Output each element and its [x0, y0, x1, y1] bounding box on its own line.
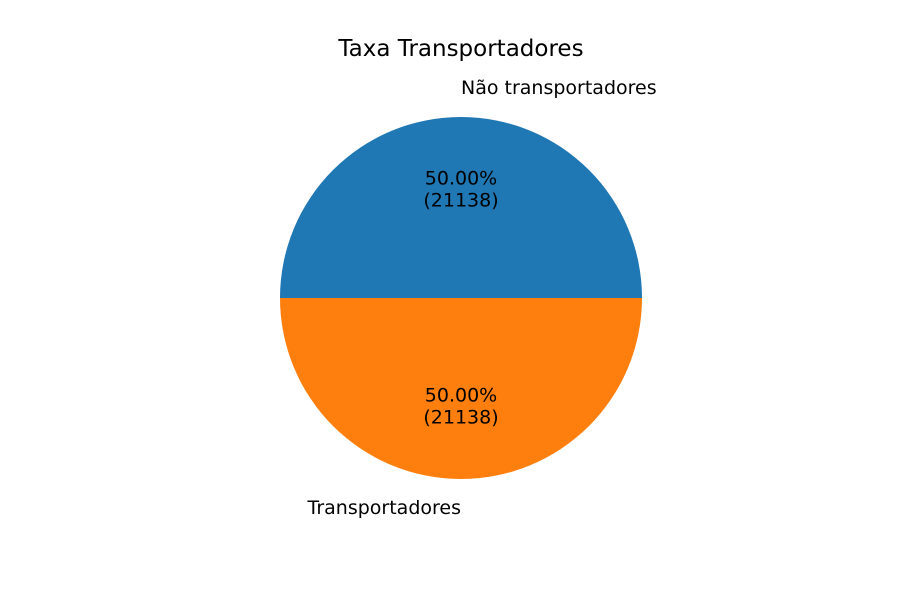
- slice-percent-2: 50.00%: [425, 385, 497, 407]
- pie-slice-1: [280, 117, 642, 298]
- pie-slice-2: [280, 298, 642, 479]
- slice-count-2: (21138): [423, 407, 498, 429]
- chart-title: Taxa Transportadores: [338, 36, 584, 62]
- slice-count-1: (21138): [423, 189, 498, 211]
- slice-percent-1: 50.00%: [425, 167, 497, 189]
- slice-label-1: Não transportadores: [461, 77, 657, 99]
- slice-label-2: Transportadores: [307, 497, 461, 519]
